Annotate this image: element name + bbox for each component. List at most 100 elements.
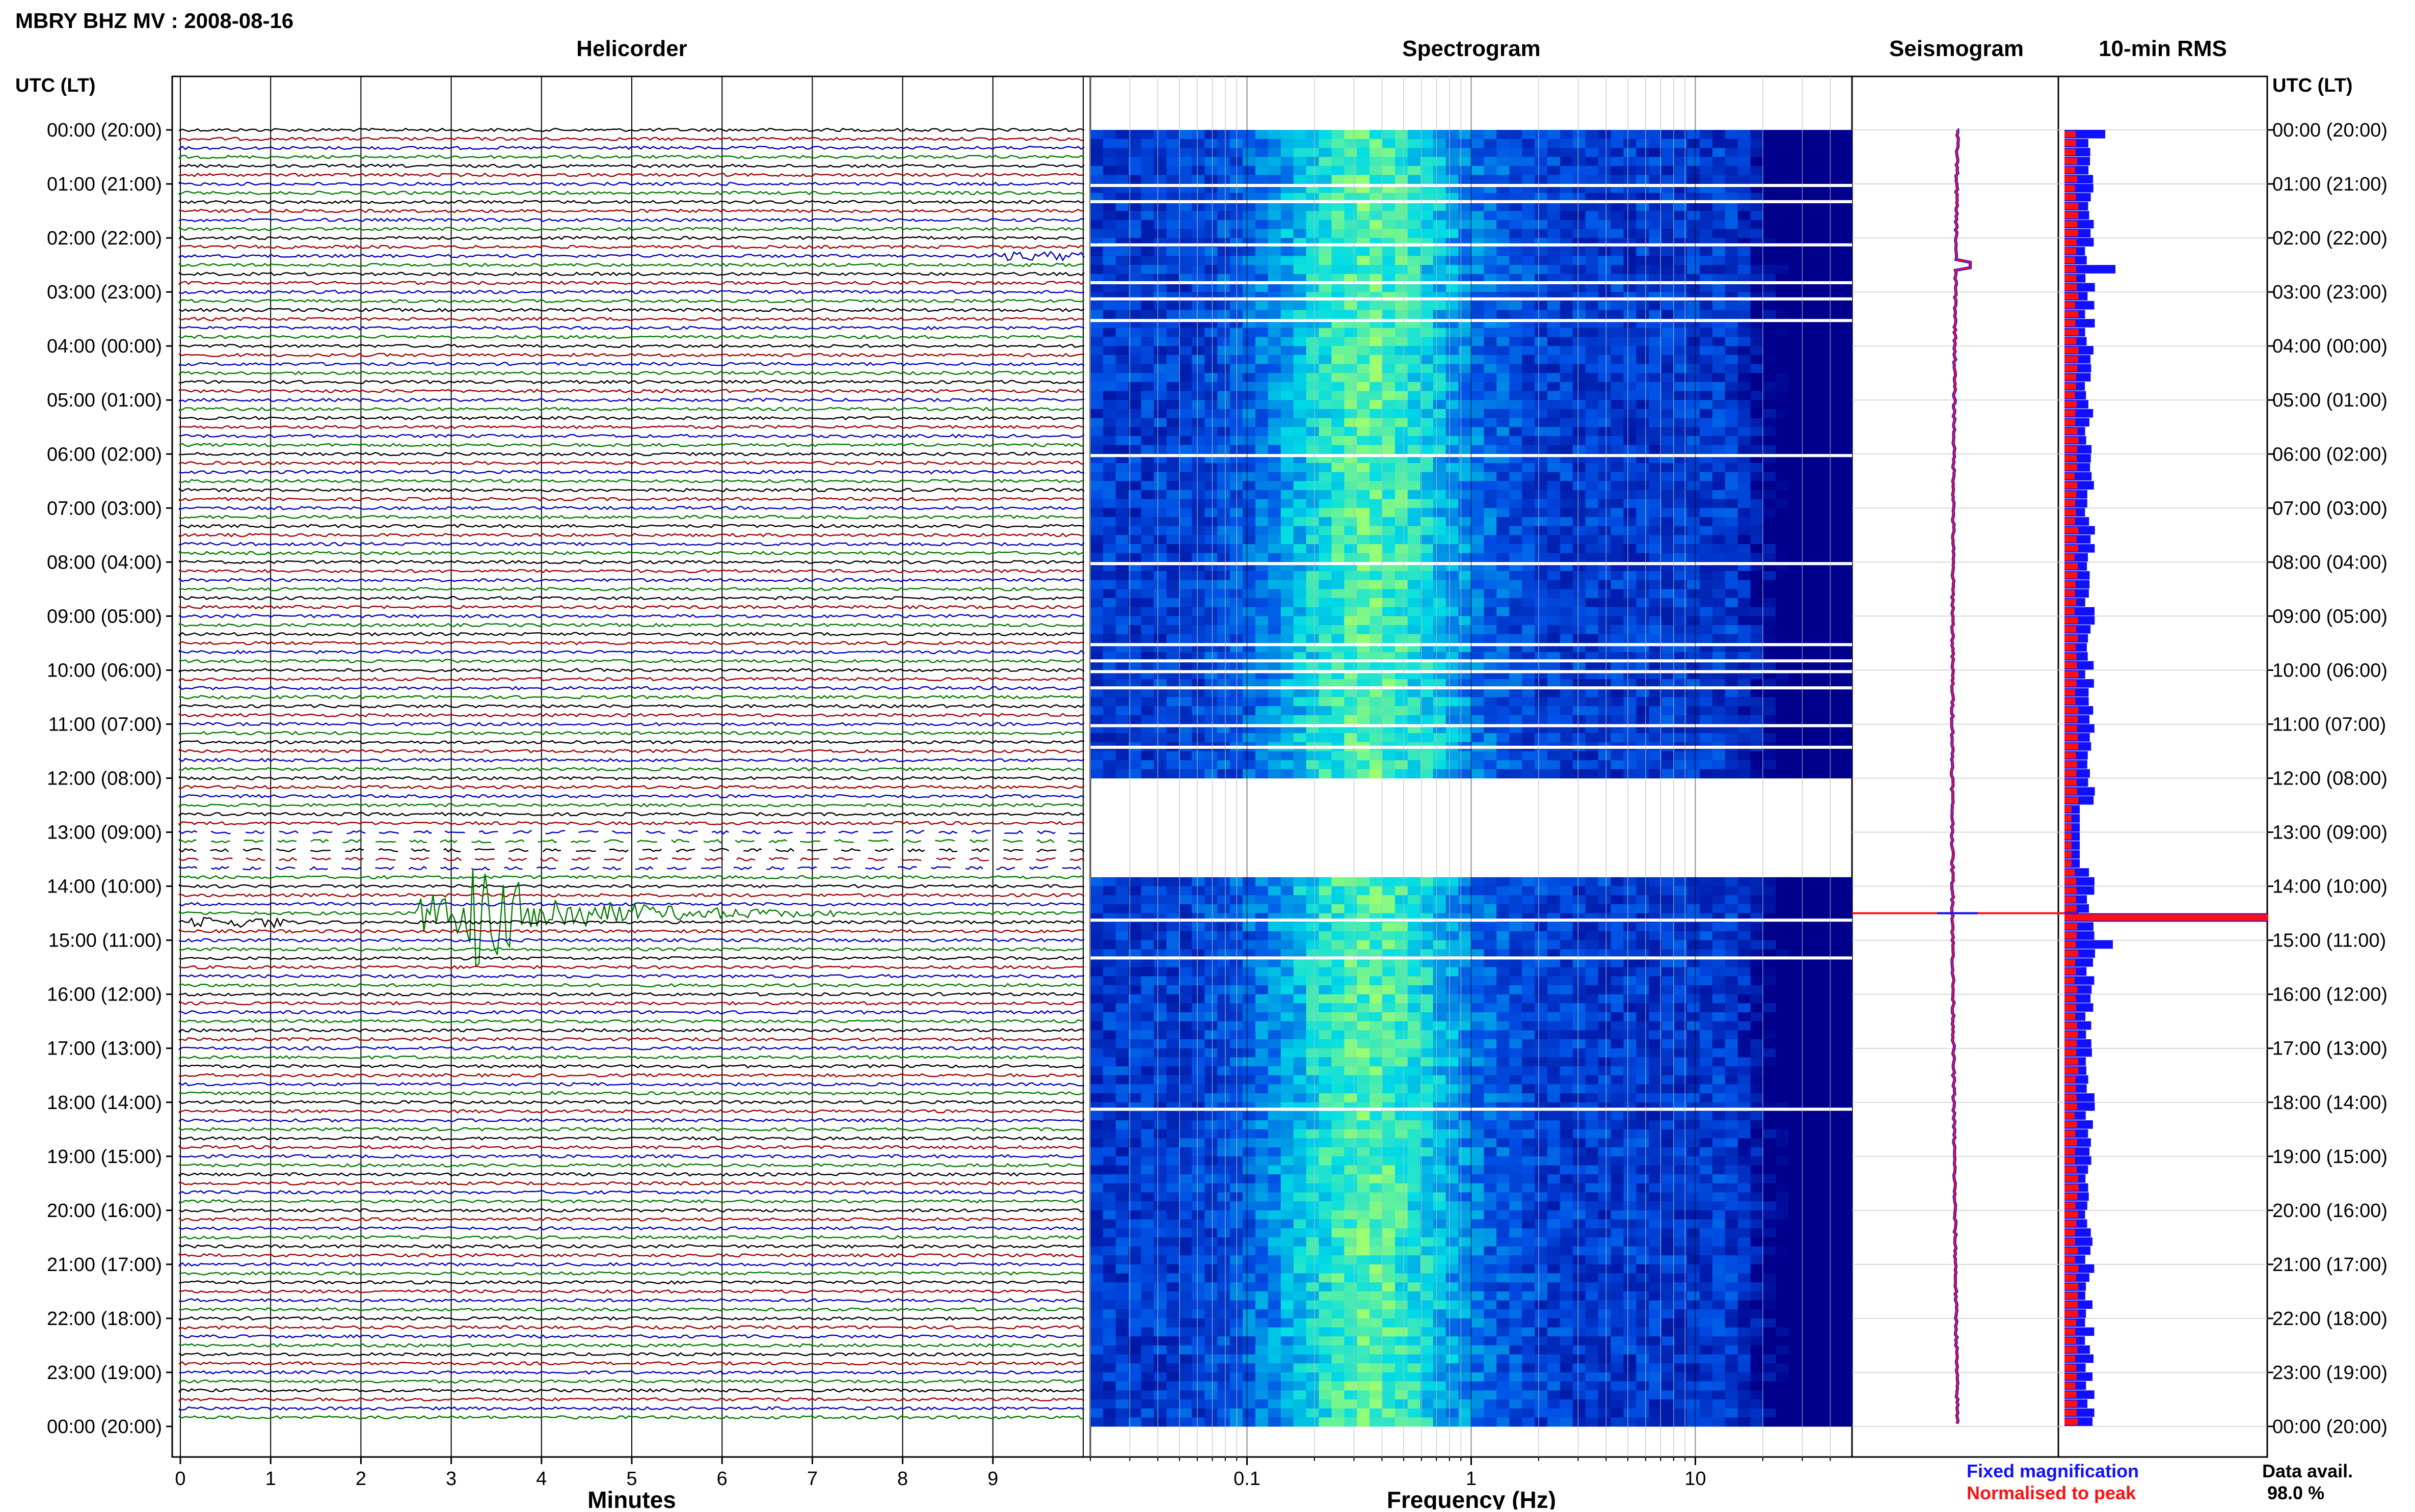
spectrogram-cell [1649,544,1662,553]
spectrogram-cell [1509,526,1522,535]
spectrogram-cell [1204,148,1218,157]
spectrogram-cell [1103,427,1116,436]
spectrogram-cell [1103,463,1116,472]
spectrogram-cell [1141,166,1155,175]
spectrogram-cell [1204,706,1218,715]
spectrogram-cell [1395,625,1408,634]
spectrogram-cell [1141,472,1155,481]
spectrogram-cell [1776,409,1789,418]
spectrogram-cell [1395,715,1408,724]
spectrogram-cell [1370,499,1383,508]
spectrogram-cell [1408,922,1421,931]
spectrogram-cell [1459,607,1472,616]
spectrogram-cell [1408,607,1421,616]
spectrogram-cell [1357,391,1370,400]
spectrogram-cell [1154,283,1167,292]
spectrogram-cell [1192,895,1205,904]
spectrogram-cell [1154,472,1167,481]
spectrogram-cell [1547,373,1561,382]
spectrogram-cell [1408,130,1421,139]
spectrogram-cell [1370,931,1383,940]
spectrogram-cell [1496,301,1510,310]
spectrogram-cell [1712,706,1726,715]
spectrogram-cell [1420,310,1434,319]
spectrogram-cell [1204,481,1218,490]
spectrogram-cell [1573,553,1586,562]
spectrogram-cell [1484,265,1497,274]
spectrogram-cell [1598,130,1612,139]
spectrogram-cell [1268,256,1281,265]
spectrogram-cell [1547,328,1561,337]
spectrogram-cell [1129,301,1142,310]
spectrogram-cell [1420,175,1434,184]
spectrogram-cell [1129,328,1142,337]
spectrogram-cell [1255,283,1269,292]
spectrogram-cell [1294,634,1307,643]
spectrogram-cell [1509,409,1522,418]
spectrogram-cell [1204,283,1218,292]
spectrogram-cell [1319,544,1332,553]
spectrogram-cell [1217,202,1230,211]
spectrogram-cell [1788,427,1802,436]
spectrogram-cell [1738,634,1751,643]
spectrogram-cell [1712,760,1726,769]
spectrogram-cell [1344,715,1357,724]
spectrogram-cell [1294,526,1307,535]
spectrogram-cell [1344,733,1357,742]
spectrogram-cell [1446,229,1459,238]
spectrogram-cell [1560,598,1573,607]
spectrogram-cell [1319,202,1332,211]
spectrogram-cell [1725,877,1738,886]
spectrogram-cell [1471,877,1485,886]
spectrogram-cell [1484,580,1497,589]
spectrogram-cell [1725,544,1738,553]
spectrogram-cell [1179,490,1192,499]
spectrogram-cell [1179,310,1192,319]
spectrogram-cell [1154,607,1167,616]
spectrogram-cell [1827,130,1840,139]
spectrogram-cell [1598,166,1612,175]
spectrogram-cell [1459,625,1472,634]
spectrogram-cell [1839,328,1853,337]
spectrogram-cell [1624,544,1637,553]
spectrogram-cell [1420,490,1434,499]
spectrogram-cell [1255,931,1269,940]
spectrogram-cell [1547,760,1561,769]
spectrogram-cell [1141,130,1155,139]
spectrogram-cell [1763,382,1777,391]
spectrogram-cell [1446,634,1459,643]
spectrogram-cell [1243,445,1256,454]
spectrogram-cell [1306,895,1320,904]
spectrogram-cell [1357,877,1370,886]
spectrogram-cell [1712,499,1726,508]
spectrogram-cell [1154,553,1167,562]
spectrogram-cell [1535,877,1548,886]
spectrogram-cell [1129,877,1142,886]
spectrogram-cell [1598,355,1612,364]
spectrogram-cell [1255,553,1269,562]
spectrogram-cell [1636,580,1649,589]
spectrogram-cell [1547,337,1561,346]
spectrogram-cell [1268,688,1281,697]
spectrogram-cell [1471,436,1485,445]
spectrogram-cell [1255,895,1269,904]
spectrogram-cell [1217,931,1230,940]
spectrogram-cell [1395,409,1408,418]
spectrogram-cell [1598,409,1612,418]
spectrogram-cell [1827,625,1840,634]
spectrogram-cell [1141,499,1155,508]
spectrogram-cell [1763,355,1777,364]
spectrogram-cell [1788,904,1802,913]
spectrogram-cell [1611,517,1624,526]
spectrogram-cell [1522,922,1535,931]
spectrogram-cell [1522,355,1535,364]
spectrogram-cell [1268,157,1281,166]
spectrogram-cell [1306,148,1320,157]
spectrogram-cell [1712,607,1726,616]
spectrogram-cell [1204,391,1218,400]
spectrogram-cell [1268,886,1281,896]
spectrogram-cell [1141,373,1155,382]
spectrogram-cell [1179,283,1192,292]
spectrogram-cell [1192,400,1205,409]
spectrogram-cell [1496,769,1510,778]
